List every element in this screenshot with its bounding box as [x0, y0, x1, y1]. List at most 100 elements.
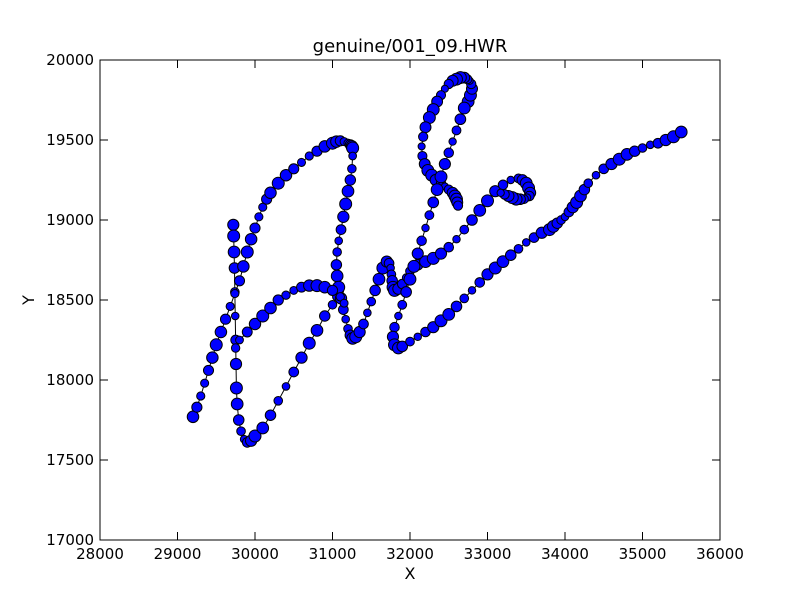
y-tick-label: 19500	[46, 131, 94, 149]
data-point	[358, 318, 369, 330]
data-point	[256, 309, 270, 323]
x-tick-label: 28000	[76, 545, 124, 563]
data-point	[296, 157, 307, 167]
data-point	[209, 338, 223, 352]
data-point	[232, 414, 245, 426]
data-point	[443, 147, 454, 159]
data-point	[264, 186, 277, 200]
data-point	[332, 247, 342, 257]
data-point	[417, 142, 426, 151]
data-point	[200, 378, 210, 388]
x-axis-ticks: 28000 29000 30000 31000 32000 33000 34000 35000…	[76, 60, 744, 563]
x-tick-label: 35000	[619, 545, 667, 563]
data-point	[335, 224, 347, 235]
data-point	[434, 170, 448, 184]
data-point	[335, 292, 345, 302]
data-point	[454, 113, 467, 126]
data-point	[521, 238, 531, 247]
x-tick-label: 31000	[309, 545, 357, 563]
data-point	[591, 170, 601, 180]
data-point	[191, 401, 203, 413]
data-point	[400, 286, 412, 298]
data-point	[272, 294, 284, 306]
data-point	[451, 125, 462, 136]
data-point	[344, 174, 357, 186]
data-point	[419, 121, 432, 134]
data-point	[448, 137, 457, 146]
data-point	[229, 357, 243, 371]
pen-stroke-2	[186, 135, 360, 424]
data-point	[389, 321, 400, 333]
pen-stroke-3	[330, 151, 537, 345]
data-point	[466, 214, 478, 226]
data-point	[241, 326, 253, 338]
data-point	[233, 275, 246, 287]
data-point	[442, 308, 456, 321]
data-point	[230, 397, 244, 411]
data-point	[459, 224, 470, 235]
data-point	[281, 290, 291, 300]
data-point	[295, 351, 308, 364]
data-point	[411, 247, 424, 260]
x-tick-label: 29000	[154, 545, 202, 563]
data-point	[235, 335, 244, 345]
data-point	[254, 212, 264, 222]
data-point	[407, 259, 421, 273]
data-point	[421, 223, 430, 233]
data-point	[496, 188, 505, 197]
data-point	[396, 340, 409, 353]
data-point	[450, 300, 463, 313]
data-point	[372, 272, 386, 286]
data-point	[310, 324, 324, 337]
data-point	[418, 131, 429, 142]
data-point	[339, 298, 349, 308]
x-tick-label: 34000	[541, 545, 589, 563]
data-point	[230, 343, 241, 353]
data-point	[219, 313, 232, 325]
data-point	[473, 204, 487, 217]
data-point	[271, 176, 285, 190]
data-point	[397, 299, 408, 310]
data-point	[583, 178, 594, 188]
data-point	[225, 301, 235, 311]
y-tick-label: 17500	[46, 451, 94, 469]
data-point	[227, 218, 240, 231]
data-point	[256, 421, 270, 435]
x-tick-label: 33000	[464, 545, 512, 563]
data-point	[394, 311, 403, 321]
data-point	[348, 151, 357, 161]
x-tick-label: 36000	[696, 545, 744, 563]
data-point	[327, 300, 338, 310]
data-point	[405, 336, 415, 347]
data-point	[214, 325, 228, 339]
data-point	[496, 255, 510, 268]
data-point	[434, 247, 448, 260]
data-point	[452, 234, 461, 244]
data-point	[236, 426, 246, 437]
data-point	[369, 284, 381, 297]
data-point	[513, 243, 524, 254]
data-point	[229, 381, 243, 395]
data-point	[230, 311, 240, 321]
data-point	[288, 366, 300, 378]
data-point	[202, 364, 215, 376]
data-point	[281, 382, 291, 391]
data-point	[339, 197, 353, 211]
data-point	[248, 317, 262, 331]
data-point	[334, 236, 344, 246]
y-axis-ticks: 17000 17500 18000 18500 19000 19500 20000	[46, 51, 720, 549]
data-point	[288, 163, 300, 175]
data-point	[427, 196, 440, 209]
data-point	[248, 429, 262, 443]
data-point	[637, 143, 648, 153]
data-point	[337, 210, 350, 223]
pen-stroke-5	[386, 101, 688, 355]
y-tick-label: 17000	[46, 531, 94, 549]
data-point	[326, 284, 339, 297]
data-point	[237, 260, 250, 273]
x-tick-label: 30000	[231, 545, 279, 563]
data-point	[416, 235, 427, 247]
data-point	[506, 175, 515, 185]
data-point	[347, 164, 357, 174]
data-point	[413, 332, 422, 342]
